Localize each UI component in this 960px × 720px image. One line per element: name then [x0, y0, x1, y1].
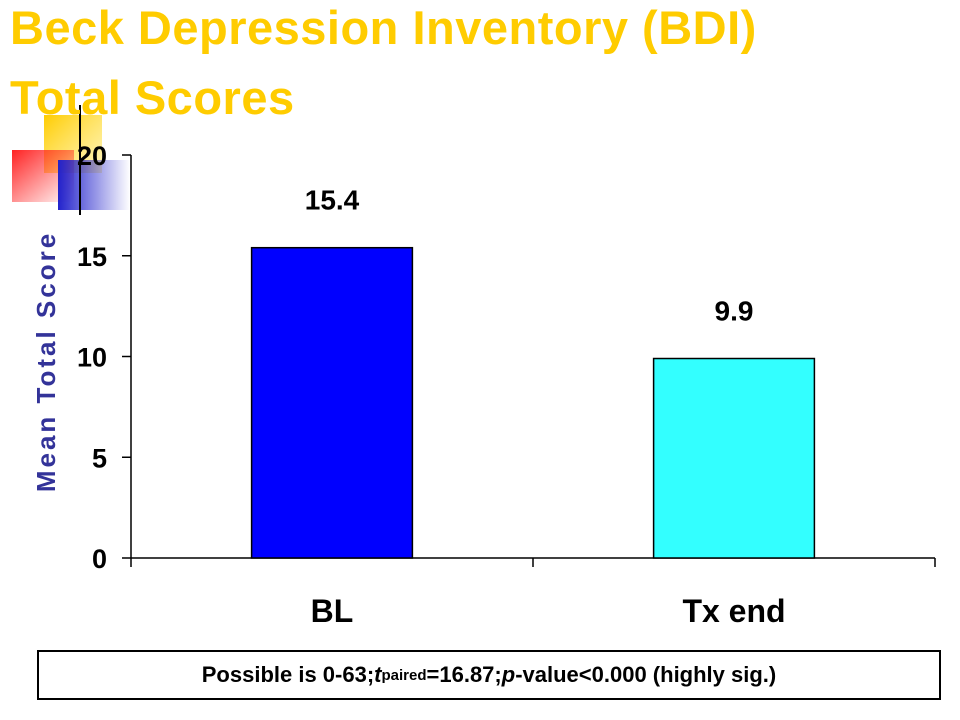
y-tick-label: 10	[77, 343, 107, 373]
slide-title-line-1: Beck Depression Inventory (BDI)	[10, 1, 757, 54]
note-range-text: Possible is 0-63;	[201, 662, 375, 687]
note-t-symbol: t	[374, 662, 382, 687]
data-label: 15.4	[305, 185, 360, 216]
bar	[250, 246, 414, 559]
chart-labels: 0 5 10 15 20 15.4 BL 9.9 Tx end Mean Total Score	[31, 141, 786, 629]
y-tick-label: 20	[77, 141, 107, 171]
note-t-subscript: paired	[381, 666, 427, 684]
category-label: Tx end	[682, 593, 785, 629]
note-t-value: =16.87;	[426, 662, 502, 687]
bar-chart: 0 5 10 15 20 15.4 BL 9.9 Tx end Mean Total Score	[31, 141, 936, 629]
statistics-note: Possible is 0-63; t paired =16.87; p -value…	[37, 650, 941, 700]
bar	[652, 357, 816, 559]
data-label: 9.9	[715, 296, 754, 327]
note-p-value: -value<0.000 (highly sig.)	[515, 662, 777, 687]
slide-title-line-2: Total Scores	[10, 71, 295, 124]
y-tick-label: 0	[92, 544, 107, 574]
y-axis-title: Mean Total Score	[31, 231, 61, 492]
y-tick-label: 15	[77, 242, 107, 272]
chart-bars	[250, 246, 816, 559]
category-label: BL	[311, 593, 354, 629]
note-p-symbol: p	[501, 662, 516, 687]
y-tick-label: 5	[92, 443, 107, 473]
